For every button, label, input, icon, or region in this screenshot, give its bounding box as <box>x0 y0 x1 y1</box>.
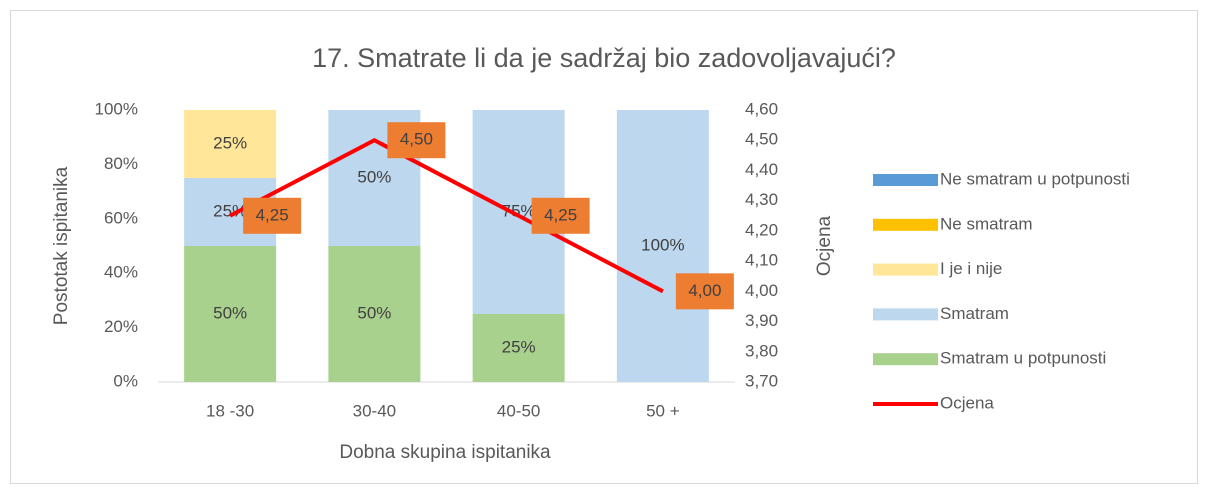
bar-value-label: 50% <box>357 167 391 186</box>
legend-swatch <box>873 308 938 321</box>
bar-value-label: 50% <box>213 303 247 322</box>
x-axis-title: Dobna skupina ispitanika <box>339 442 551 463</box>
line-label-box <box>531 197 590 234</box>
line-label-box <box>387 122 446 159</box>
y-axis-title: Postotak ispitanika <box>51 166 72 325</box>
legend-swatch <box>873 263 938 276</box>
y2-tick-label: 4,40 <box>745 160 778 179</box>
line-label-box <box>243 197 302 234</box>
bar-value-label: 25% <box>502 337 536 356</box>
x-tick-label: 30-40 <box>353 401 396 420</box>
legend-label: I je i nije <box>940 259 1002 278</box>
legend-label: Ocjena <box>940 393 994 412</box>
bar-segment <box>184 246 277 382</box>
y2-tick-label: 4,60 <box>745 99 778 118</box>
chart-title: 17. Smatrate li da je sadržaj bio zadovo… <box>312 43 896 73</box>
y-tick-label: 80% <box>104 154 138 173</box>
y2-axis-title: Ocjena <box>814 215 835 276</box>
y2-tick-label: 4,30 <box>745 190 778 209</box>
line-label-box <box>675 273 734 310</box>
legend-swatch <box>873 218 938 231</box>
bar-segment <box>472 314 565 382</box>
line-value-label: 4,50 <box>400 130 433 149</box>
y2-tick-label: 3,90 <box>745 311 778 330</box>
bar-value-label: 25% <box>213 133 247 152</box>
y2-tick-label: 4,20 <box>745 220 778 239</box>
y-tick-label: 20% <box>104 317 138 336</box>
y2-tick-label: 3,80 <box>745 341 778 360</box>
line-value-label: 4,25 <box>256 205 289 224</box>
y-tick-label: 0% <box>113 371 138 390</box>
y2-tick-label: 3,70 <box>745 371 778 390</box>
y-tick-label: 60% <box>104 208 138 227</box>
line-series <box>229 137 664 294</box>
y-tick-label: 100% <box>95 99 138 118</box>
bar-value-label: 100% <box>641 235 684 254</box>
bar-value-label: 50% <box>357 303 391 322</box>
bar-value-label: 25% <box>213 201 247 220</box>
bar-segment <box>616 110 709 382</box>
legend-label: Smatram <box>940 304 1009 323</box>
x-tick-label: 18 -30 <box>206 401 254 420</box>
line-value-label: 4,25 <box>544 205 577 224</box>
y-tick-label: 40% <box>104 263 138 282</box>
legend-swatch <box>873 174 938 186</box>
legend-label: Ne smatram <box>940 214 1033 233</box>
legend-label: Smatram u potpunosti <box>940 349 1106 368</box>
legend-label: Ne smatram u potpunosti <box>940 169 1130 188</box>
y2-tick-label: 4,50 <box>745 130 778 149</box>
y2-tick-label: 4,10 <box>745 251 778 270</box>
bar-segment <box>184 110 277 178</box>
bar-value-label: 75% <box>502 201 536 220</box>
x-tick-label: 50 + <box>646 401 680 420</box>
bar-segment <box>328 246 421 382</box>
x-tick-label: 40-50 <box>497 401 540 420</box>
y2-tick-label: 4,00 <box>745 281 778 300</box>
line-value-label: 4,00 <box>688 281 721 300</box>
legend-swatch <box>873 353 938 366</box>
